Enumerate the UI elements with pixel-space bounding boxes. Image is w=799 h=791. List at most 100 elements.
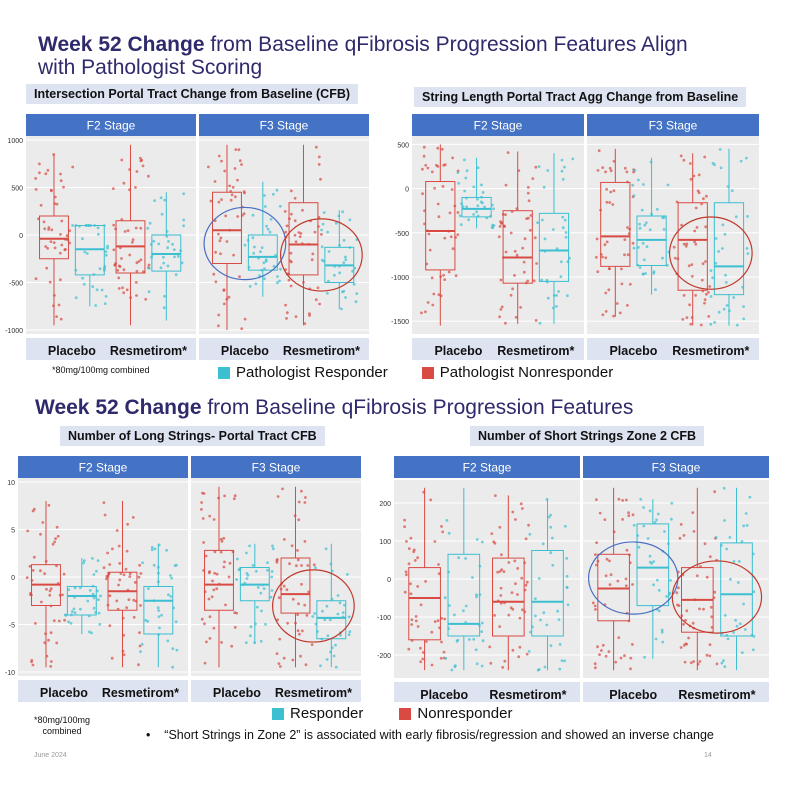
data-point	[310, 258, 314, 262]
data-point	[207, 597, 211, 601]
data-point	[285, 317, 288, 320]
heading-top-bold: Week 52 Change	[38, 33, 205, 56]
data-point	[534, 319, 538, 322]
data-point	[745, 247, 749, 250]
data-point	[266, 568, 269, 572]
data-point	[138, 563, 142, 567]
data-point	[430, 170, 434, 174]
data-point	[504, 183, 508, 187]
data-point	[103, 513, 107, 517]
data-point	[285, 588, 289, 592]
data-point	[454, 274, 458, 278]
data-point	[724, 273, 727, 277]
data-point	[732, 560, 736, 563]
heading-bottom-rest: from Baseline qFibrosis Progression Feat…	[201, 396, 634, 419]
box-iqr	[66, 586, 97, 616]
data-point	[679, 154, 683, 158]
data-point	[25, 576, 29, 580]
data-point	[662, 228, 666, 231]
data-point	[488, 645, 492, 649]
data-point	[327, 250, 331, 253]
data-point	[163, 198, 167, 202]
data-point	[159, 196, 163, 200]
data-point	[59, 278, 62, 282]
data-point	[288, 562, 291, 566]
data-point	[537, 165, 541, 168]
data-point	[236, 178, 239, 182]
data-point	[644, 221, 648, 225]
data-point	[103, 302, 107, 305]
category-label: Placebo	[221, 344, 269, 358]
box-iqr	[204, 549, 234, 611]
data-point	[117, 276, 121, 280]
data-point	[115, 599, 119, 603]
data-point	[626, 304, 629, 307]
data-point	[224, 214, 228, 218]
data-point	[525, 580, 529, 584]
data-point	[238, 159, 242, 163]
data-point	[152, 239, 156, 243]
data-point	[737, 560, 741, 563]
data-point	[57, 303, 61, 307]
data-point	[480, 621, 484, 625]
data-point	[263, 267, 266, 271]
data-point	[595, 541, 598, 545]
data-point	[304, 663, 308, 667]
data-point	[684, 244, 688, 248]
data-point	[287, 278, 291, 282]
data-point	[738, 622, 742, 626]
data-point	[714, 237, 718, 240]
data-point	[102, 566, 106, 570]
data-point	[689, 661, 693, 665]
category-label: Resmetirom*	[497, 344, 574, 358]
data-point	[557, 290, 560, 293]
data-point	[541, 542, 545, 546]
data-point	[40, 600, 43, 604]
data-point	[433, 540, 437, 543]
data-point	[499, 278, 503, 282]
data-point	[683, 660, 687, 664]
data-point	[603, 243, 607, 247]
data-point	[433, 186, 436, 190]
data-point	[711, 276, 714, 280]
data-point	[293, 196, 297, 200]
data-point	[542, 185, 546, 189]
data-point	[448, 211, 452, 215]
data-point	[596, 270, 600, 274]
data-point	[623, 166, 627, 170]
y-tick-label: -1500	[391, 319, 409, 326]
data-point	[502, 570, 506, 573]
data-point	[745, 524, 749, 527]
data-point	[82, 561, 85, 565]
data-point	[47, 228, 50, 231]
data-point	[243, 317, 247, 321]
category-label: Placebo	[48, 344, 96, 358]
data-point	[38, 171, 41, 175]
data-point	[419, 660, 423, 664]
data-point	[279, 665, 282, 668]
data-point	[232, 253, 236, 257]
data-point	[565, 557, 569, 560]
data-point	[462, 609, 465, 613]
data-point	[456, 211, 460, 214]
data-point	[702, 607, 705, 611]
data-point	[405, 573, 408, 577]
data-point	[180, 261, 184, 265]
data-point	[464, 176, 468, 180]
data-point	[60, 219, 64, 223]
data-point	[252, 251, 256, 255]
data-point	[527, 650, 531, 653]
data-point	[271, 547, 275, 551]
data-point	[303, 322, 307, 325]
data-point	[98, 622, 102, 626]
facet-strip	[199, 114, 369, 136]
data-point	[139, 650, 142, 653]
y-tick-label: 10	[7, 480, 15, 487]
data-point	[682, 158, 686, 162]
data-point	[691, 621, 695, 625]
data-point	[334, 643, 337, 647]
data-point	[203, 661, 207, 665]
data-point	[213, 180, 217, 183]
data-point	[200, 508, 203, 511]
data-point	[707, 315, 711, 318]
